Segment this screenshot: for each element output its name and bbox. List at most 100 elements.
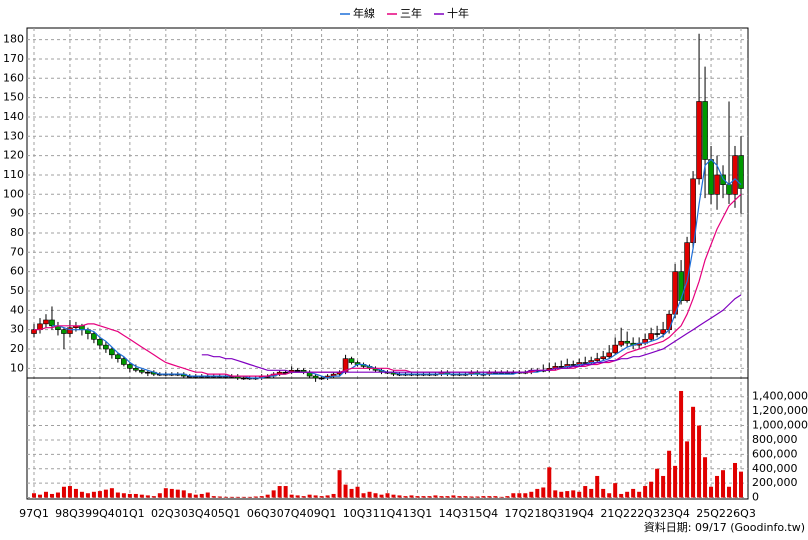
x-tick-label: 10Q3 xyxy=(343,507,373,520)
volume-bar xyxy=(421,496,426,498)
volume-bar xyxy=(67,486,72,498)
y-tick-label: 10 xyxy=(10,361,24,374)
candle-body xyxy=(133,368,139,371)
candle-body xyxy=(91,333,97,340)
candle-body xyxy=(61,329,67,334)
y-tick-label: 140 xyxy=(3,110,24,123)
volume-bar xyxy=(625,491,630,498)
candle-body xyxy=(672,271,678,315)
y-tick-label: 30 xyxy=(10,323,24,336)
legend-label: 年線 xyxy=(353,6,375,20)
volume-bar xyxy=(613,483,618,498)
x-tick-label: 25Q2 xyxy=(696,507,726,520)
volume-bar xyxy=(583,486,588,498)
x-tick-label: 14Q3 xyxy=(439,507,469,520)
volume-bar xyxy=(259,496,264,498)
y2-tick-label: 600,000 xyxy=(752,447,798,460)
y-tick-label: 160 xyxy=(3,71,24,84)
volume-bar xyxy=(61,486,66,498)
volume-bar xyxy=(427,496,432,498)
candle-body xyxy=(127,364,133,369)
candle-body xyxy=(708,159,714,195)
volume-bar xyxy=(451,495,456,498)
volume-bar xyxy=(487,496,492,498)
volume-bar xyxy=(373,493,378,498)
candle-body xyxy=(240,377,247,380)
candle-body xyxy=(648,333,654,340)
candle-body xyxy=(612,344,618,354)
y2-tick-label: 800,000 xyxy=(752,433,798,446)
volume-bar xyxy=(697,425,702,498)
x-tick-label: 02Q3 xyxy=(151,507,181,520)
y2-tick-label: 0 xyxy=(752,491,759,504)
volume-bar xyxy=(661,475,666,498)
candle-body xyxy=(97,339,103,346)
volume-bar xyxy=(559,491,564,498)
volume-bar xyxy=(535,488,540,498)
volume-bar xyxy=(91,491,96,498)
volume-bar xyxy=(187,493,192,498)
volume-bar xyxy=(379,494,384,498)
volume-bar xyxy=(367,491,372,498)
candle-body xyxy=(43,319,49,325)
x-tick-label: 17Q2 xyxy=(504,507,534,520)
volume-bar xyxy=(667,450,672,498)
candle-body xyxy=(312,375,319,379)
volume-bar xyxy=(235,496,240,498)
candle-body xyxy=(121,358,127,365)
x-tick-label: 01Q1 xyxy=(115,507,145,520)
volume-bar xyxy=(115,492,120,498)
y2-tick-label: 1,200,000 xyxy=(752,404,808,417)
ma-line xyxy=(34,193,742,377)
y-tick-label: 60 xyxy=(10,265,24,278)
candle-body xyxy=(600,356,606,359)
volume-bar xyxy=(229,496,234,498)
volume-bar xyxy=(511,493,516,498)
y-tick-label: 130 xyxy=(3,129,24,142)
candle-body xyxy=(678,271,684,301)
volume-bar xyxy=(391,494,396,498)
candle-body xyxy=(702,101,708,160)
x-tick-label: 97Q1 xyxy=(19,507,49,520)
volume-bar xyxy=(73,488,78,498)
volume-bar xyxy=(607,493,612,498)
volume-bar xyxy=(475,496,480,498)
y2-tick-label: 200,000 xyxy=(752,476,798,489)
volume-bar xyxy=(691,406,696,498)
volume-bar xyxy=(97,491,102,498)
volume-bar xyxy=(631,488,636,498)
volume-bar xyxy=(565,491,570,498)
x-tick-label: 11Q4 xyxy=(373,507,403,520)
candle-body xyxy=(624,340,630,344)
candle-body xyxy=(732,155,738,195)
volume-bar xyxy=(619,493,624,498)
x-tick-label: 98Q3 xyxy=(55,507,85,520)
candle-body xyxy=(145,371,151,374)
volume-bar xyxy=(205,492,210,498)
volume-bar xyxy=(79,491,84,498)
candle-body xyxy=(109,348,115,356)
volume-bar xyxy=(85,493,90,498)
candle-body xyxy=(606,352,612,358)
y-tick-label: 90 xyxy=(10,207,24,220)
volume-bar xyxy=(457,496,462,498)
volume-bar xyxy=(655,468,660,498)
candle-body xyxy=(570,364,577,366)
candle-body xyxy=(738,155,744,189)
volume-bar xyxy=(571,490,576,498)
volume-bar xyxy=(145,495,150,498)
volume-bar xyxy=(247,496,252,498)
candle-body xyxy=(720,174,726,185)
volume-bar xyxy=(271,490,276,498)
volume-bar xyxy=(301,496,306,498)
volume-bar xyxy=(331,493,336,498)
x-tick-label: 23Q4 xyxy=(660,507,690,520)
volume-bar xyxy=(715,475,720,498)
x-tick-label: 06Q3 xyxy=(247,507,277,520)
volume-bar xyxy=(253,496,258,498)
volume-bar xyxy=(733,462,738,498)
x-tick-label: 21Q2 xyxy=(600,507,630,520)
candle-body xyxy=(696,101,702,180)
volume-bar xyxy=(415,496,420,498)
y-tick-label: 80 xyxy=(10,226,24,239)
